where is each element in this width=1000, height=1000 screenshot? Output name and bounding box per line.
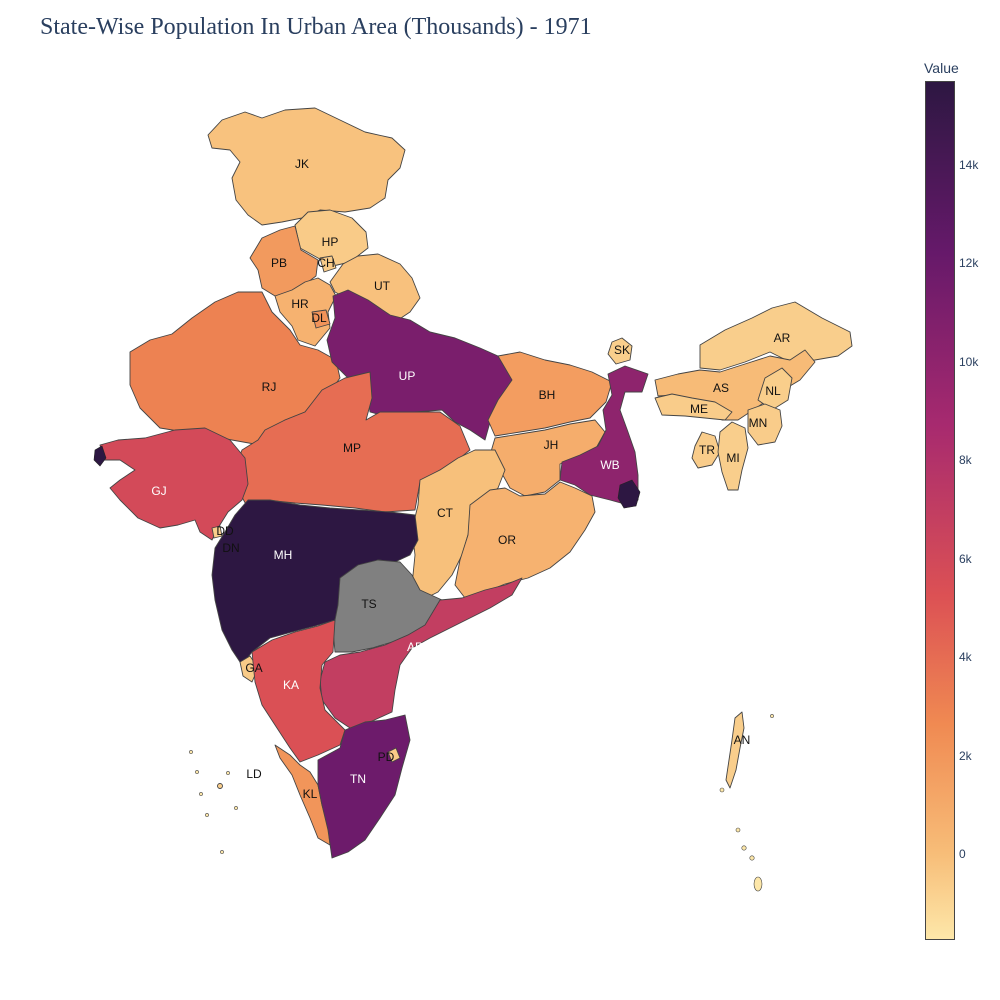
colorbar (925, 81, 955, 940)
state-pd[interactable] (387, 747, 401, 763)
state-label-mn: MN (749, 416, 768, 430)
state-label-bh: BH (539, 388, 556, 402)
colorbar-tick-label: 12k (959, 256, 979, 271)
state-label-or: OR (498, 533, 516, 547)
colorbar-tick-label: 14k (959, 157, 979, 172)
state-tr[interactable] (691, 431, 721, 469)
state-hr[interactable] (274, 277, 337, 347)
state-label-dd: DD (216, 524, 234, 538)
state-label-mh: MH (274, 548, 293, 562)
state-label-as: AS (713, 381, 729, 395)
state-label-nl: NL (765, 384, 781, 398)
colorbar-tick-label: 2k (959, 748, 972, 763)
state-label-ct: CT (437, 506, 454, 520)
state-or[interactable] (454, 481, 596, 599)
state-jk[interactable] (207, 107, 406, 226)
state-label-ts: TS (361, 597, 376, 611)
state-label-gj: GJ (151, 484, 166, 498)
andaman-nicobar-islets (719, 714, 774, 892)
state-ap[interactable] (319, 577, 523, 729)
state-bh[interactable] (487, 351, 613, 437)
state-hp[interactable] (294, 209, 369, 267)
state-label-ka: KA (283, 678, 299, 692)
state-nl[interactable] (757, 367, 793, 411)
state-label-sk: SK (614, 343, 630, 357)
state-label-kl: KL (303, 787, 318, 801)
state-label-jh: JH (544, 438, 559, 452)
colorbar-tick-label: 8k (959, 453, 972, 468)
state-me[interactable] (654, 393, 733, 421)
state-an[interactable] (725, 711, 745, 789)
state-ld[interactable] (217, 783, 223, 789)
state-label-mp: MP (343, 441, 361, 455)
state-dl[interactable] (311, 309, 331, 329)
lakshadweep-islets (189, 750, 238, 854)
state-mi[interactable] (717, 421, 749, 491)
state-wb[interactable] (559, 365, 649, 506)
state-label-tr: TR (699, 443, 715, 457)
state-gj[interactable] (99, 427, 249, 541)
state-ar[interactable] (699, 301, 853, 371)
state-ka[interactable] (251, 619, 346, 763)
colorbar-tick-label: 6k (959, 551, 972, 566)
state-label-hr: HR (291, 297, 309, 311)
coastal-inlets (93, 445, 641, 509)
state-mn[interactable] (747, 403, 783, 446)
state-label-ld: LD (246, 767, 262, 781)
state-label-ut: UT (374, 279, 391, 293)
colorbar-title: Value (924, 60, 959, 76)
state-sk[interactable] (607, 337, 633, 365)
state-label-jk: JK (295, 157, 309, 171)
state-label-rj: RJ (262, 380, 277, 394)
state-tn[interactable] (317, 714, 411, 859)
state-label-an: AN (734, 733, 751, 747)
state-label-tn: TN (350, 772, 366, 786)
state-label-hp: HP (322, 235, 339, 249)
state-label-pb: PB (271, 256, 287, 270)
colorbar-tick-label: 0 (959, 847, 966, 862)
colorbar-tick-label: 4k (959, 650, 972, 665)
state-label-wb: WB (600, 458, 619, 472)
colorbar-tick-label: 10k (959, 354, 979, 369)
state-label-up: UP (399, 369, 416, 383)
state-label-ar: AR (774, 331, 791, 345)
state-label-me: ME (690, 402, 708, 416)
state-label-mi: MI (726, 451, 739, 465)
state-ut[interactable] (329, 253, 421, 323)
state-label-ap: AP (407, 640, 423, 654)
state-label-ga: GA (245, 661, 262, 675)
state-ch[interactable] (319, 255, 337, 273)
state-label-pd: PD (378, 750, 395, 764)
state-label-dn: DN (222, 541, 239, 555)
page-title: State-Wise Population In Urban Area (Tho… (40, 14, 592, 40)
state-label-ch: CH (317, 256, 334, 270)
state-label-dl: DL (311, 311, 327, 325)
